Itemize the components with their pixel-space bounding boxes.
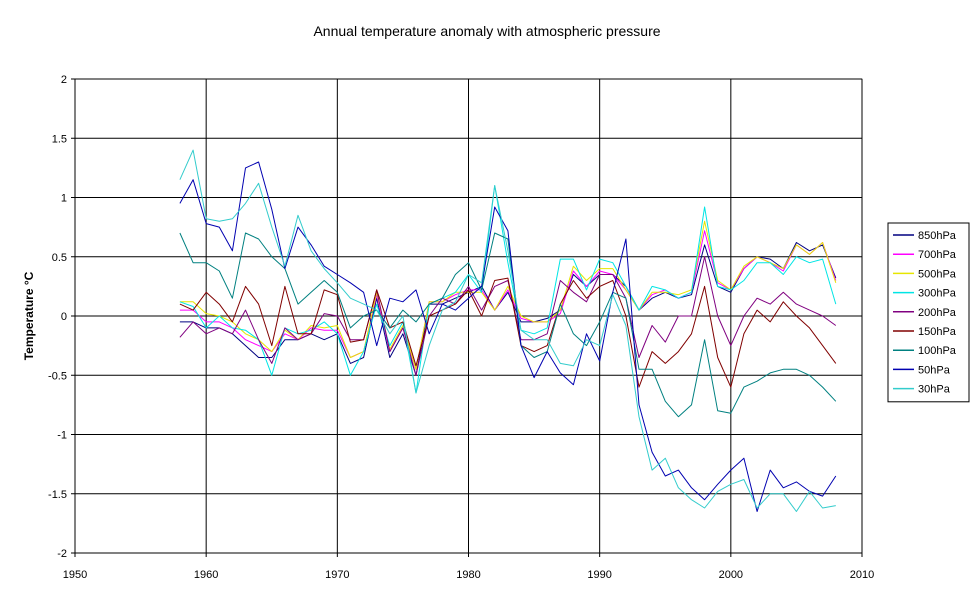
legend-label-150hpa: 150hPa	[918, 326, 957, 338]
series-line-300hpa	[179, 185, 837, 394]
series-line-850hpa	[179, 242, 837, 376]
series-line-500hpa	[179, 220, 837, 370]
x-tick-label: 2000	[719, 569, 743, 581]
y-tick-label: 0	[61, 311, 67, 323]
x-tick-label: 1990	[587, 569, 611, 581]
y-tick-label: -0.5	[48, 370, 67, 382]
legend-label-500hpa: 500hPa	[918, 268, 957, 280]
legend-label-100hpa: 100hPa	[918, 345, 957, 357]
x-tick-label: 1950	[63, 569, 87, 581]
legend-label-50hpa: 50hPa	[918, 364, 951, 376]
y-tick-label: 0.5	[52, 252, 67, 264]
tick-labels: 2 1.5 1 0.5 0 -0.5 -1 -1.5 -2 1950 1960 1970 1980 199…	[48, 74, 874, 581]
series-line-50hpa	[179, 161, 837, 512]
series-line-30hpa	[179, 149, 836, 512]
y-tick-label: -1.5	[48, 489, 67, 501]
y-tick-label: -1	[57, 430, 67, 442]
chart-title: Annual temperature anomaly with atmosphe…	[313, 23, 660, 39]
legend-label-200hpa: 200hPa	[918, 307, 957, 319]
axes	[71, 78, 863, 557]
x-tick-label: 1980	[456, 569, 480, 581]
legend-label-700hpa: 700hPa	[918, 249, 957, 261]
legend-label-300hpa: 300hPa	[918, 288, 957, 300]
y-axis-label: Temperature °C	[22, 271, 36, 360]
series-line-100hpa	[179, 232, 837, 418]
x-tick-label: 2010	[850, 569, 874, 581]
legend: 850hPa 700hPa 500hPa 300hPa 200hPa 150hPa 100h…	[887, 222, 970, 403]
series-line-150hpa	[179, 277, 837, 388]
series-line-700hpa	[179, 230, 837, 370]
legend-label-850hpa: 850hPa	[918, 230, 957, 242]
legend-label-30hpa: 30hPa	[918, 384, 951, 396]
x-tick-label: 1960	[194, 569, 218, 581]
y-tick-label: 1	[61, 193, 67, 205]
y-tick-label: 1.5	[52, 133, 67, 145]
series-lines	[179, 149, 837, 512]
y-tick-label: -2	[57, 548, 67, 560]
x-tick-label: 1970	[325, 569, 349, 581]
y-tick-label: 2	[61, 74, 67, 86]
